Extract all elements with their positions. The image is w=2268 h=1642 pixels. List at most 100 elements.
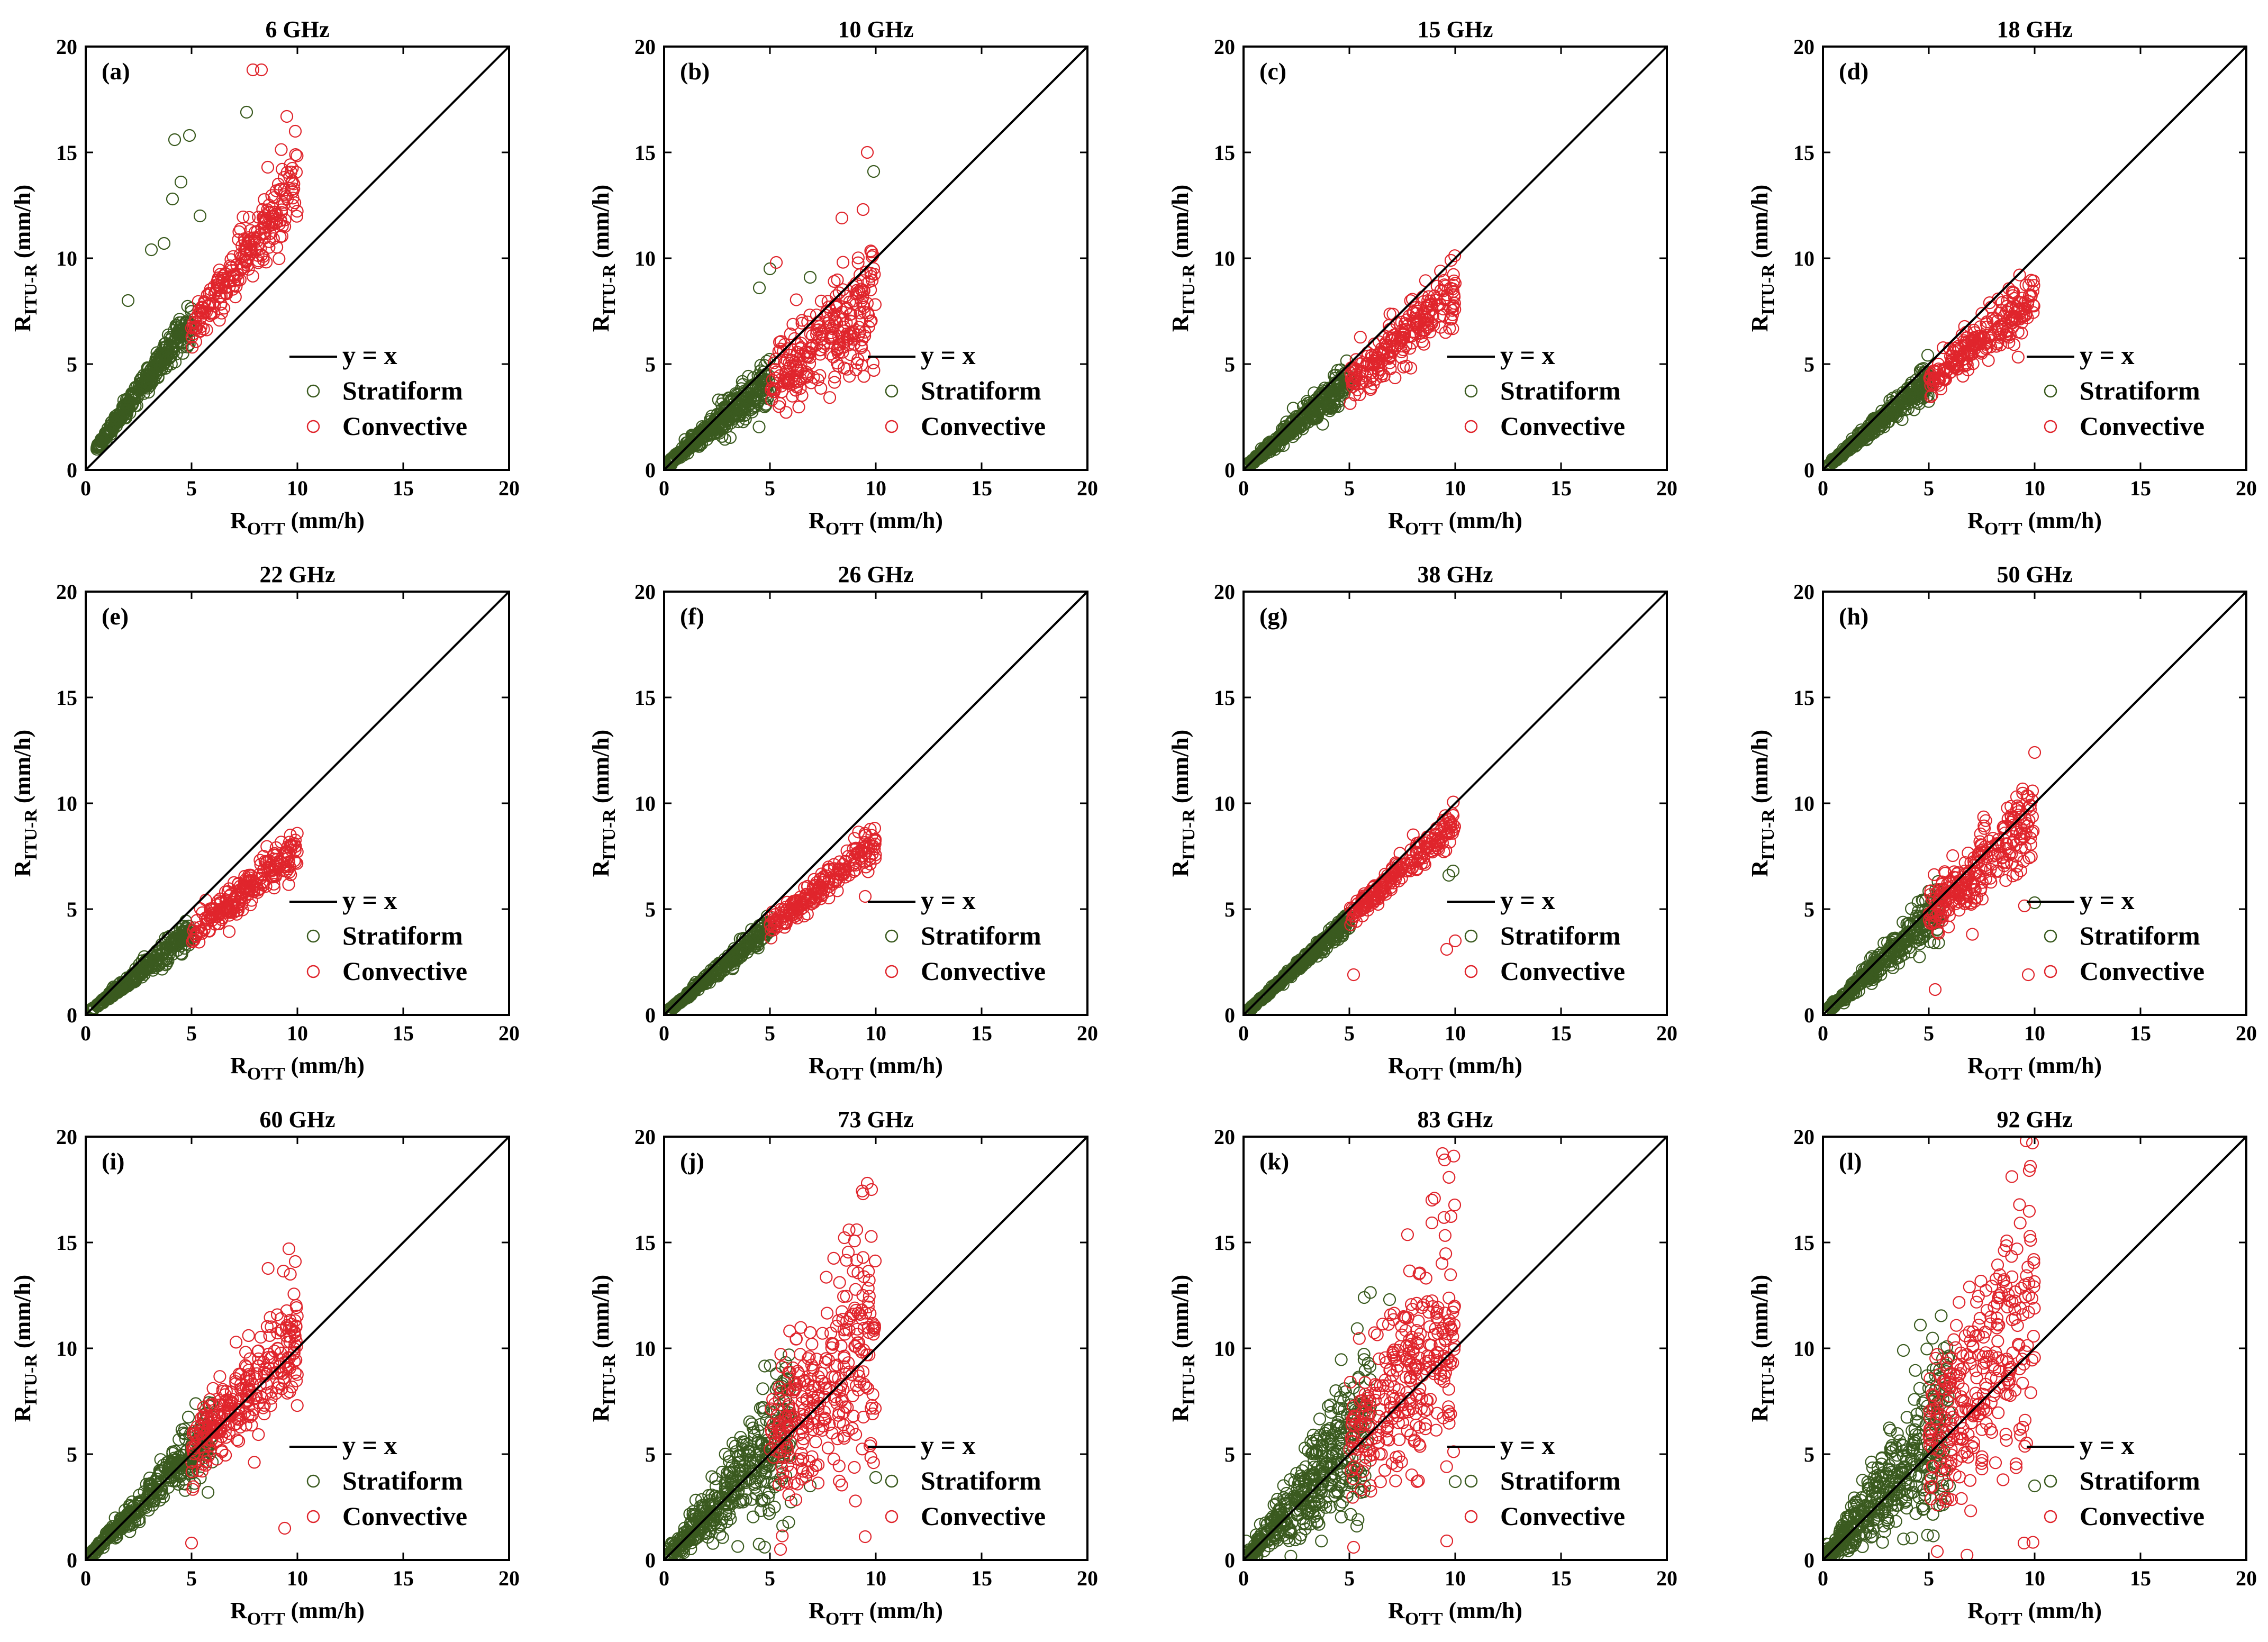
data-point bbox=[1932, 936, 1945, 949]
data-point bbox=[1932, 927, 1945, 940]
x-tick-label: 20 bbox=[1077, 1021, 1098, 1045]
x-tick-label: 20 bbox=[1077, 476, 1098, 500]
data-point bbox=[851, 251, 865, 265]
data-point bbox=[730, 403, 743, 416]
data-point bbox=[2013, 312, 2027, 326]
data-point bbox=[198, 295, 211, 308]
data-point bbox=[2003, 846, 2017, 859]
series-convective bbox=[186, 827, 304, 949]
data-point-outlier bbox=[769, 256, 783, 269]
data-point bbox=[828, 376, 841, 389]
data-point bbox=[1389, 371, 1402, 385]
x-tick-label: 20 bbox=[498, 1021, 520, 1045]
data-point bbox=[2014, 864, 2027, 877]
y-tick-label: 20 bbox=[634, 35, 656, 59]
data-point-outlier bbox=[858, 890, 872, 903]
data-point bbox=[2025, 288, 2038, 302]
data-point bbox=[215, 289, 228, 303]
data-point bbox=[814, 881, 827, 894]
data-point bbox=[1975, 876, 1989, 889]
data-point-outlier bbox=[867, 165, 881, 178]
x-tick-label: 15 bbox=[393, 1021, 414, 1045]
data-point bbox=[855, 341, 868, 355]
data-point bbox=[1842, 441, 1855, 455]
data-point bbox=[856, 299, 869, 312]
x-axis-label: ROTT (mm/h) bbox=[809, 507, 943, 539]
y-tick-label: 5 bbox=[67, 352, 77, 376]
data-point bbox=[664, 1004, 676, 1015]
data-point bbox=[868, 298, 882, 311]
legend-label-stratiform: Stratiform bbox=[2080, 376, 2200, 405]
data-point bbox=[161, 949, 175, 963]
data-point bbox=[265, 189, 278, 202]
data-point bbox=[784, 327, 797, 341]
series-convective bbox=[185, 63, 304, 354]
data-point bbox=[778, 915, 791, 929]
x-tick-label: 15 bbox=[971, 476, 992, 500]
data-point bbox=[1876, 413, 1890, 426]
legend-marker-convective bbox=[885, 420, 899, 433]
series-convective bbox=[765, 146, 882, 419]
data-point bbox=[1823, 1006, 1835, 1015]
y-tick-label: 5 bbox=[645, 897, 656, 921]
data-point bbox=[1953, 882, 1966, 895]
data-point bbox=[867, 364, 881, 377]
data-point bbox=[186, 340, 199, 354]
data-point bbox=[1377, 331, 1390, 344]
data-point bbox=[1981, 315, 1994, 329]
data-point bbox=[262, 220, 275, 233]
data-point bbox=[2006, 312, 2019, 325]
data-point bbox=[868, 834, 882, 848]
data-point bbox=[797, 349, 810, 362]
data-point bbox=[698, 969, 712, 983]
data-point bbox=[1925, 388, 1938, 402]
data-point bbox=[1418, 311, 1431, 324]
x-tick-label: 5 bbox=[765, 476, 775, 500]
data-point bbox=[1344, 367, 1357, 380]
data-point bbox=[211, 283, 224, 296]
data-point bbox=[1314, 403, 1327, 416]
data-point bbox=[1943, 891, 1956, 905]
data-point bbox=[1986, 314, 2000, 328]
data-point bbox=[845, 315, 858, 328]
data-point bbox=[175, 335, 189, 349]
data-point bbox=[847, 865, 860, 878]
data-point bbox=[671, 447, 684, 460]
data-point bbox=[770, 365, 783, 379]
data-point bbox=[1991, 292, 2005, 306]
data-point bbox=[1258, 990, 1271, 1004]
data-point bbox=[1950, 360, 1963, 374]
panel-tag: (g) bbox=[1259, 603, 1288, 630]
data-point bbox=[737, 946, 750, 959]
data-point-outlier bbox=[856, 203, 870, 216]
data-point bbox=[814, 294, 828, 308]
data-point bbox=[1395, 345, 1408, 359]
data-point bbox=[2010, 868, 2024, 881]
y-tick-label: 5 bbox=[1804, 352, 1815, 376]
plot-area bbox=[1244, 795, 1462, 1015]
data-point-outlier bbox=[255, 63, 268, 77]
data-point bbox=[1439, 326, 1452, 339]
data-point bbox=[228, 278, 241, 292]
data-point bbox=[148, 961, 161, 974]
data-point bbox=[1400, 359, 1413, 373]
data-point bbox=[87, 1001, 101, 1014]
data-point bbox=[122, 398, 135, 411]
data-point bbox=[1440, 827, 1454, 840]
data-point bbox=[1328, 931, 1341, 944]
data-point bbox=[810, 323, 823, 337]
data-point bbox=[1354, 331, 1367, 344]
data-point bbox=[237, 210, 250, 224]
data-point bbox=[258, 213, 271, 226]
data-point bbox=[255, 222, 268, 235]
legend-marker-convective bbox=[1464, 420, 1478, 433]
x-tick-label: 10 bbox=[1445, 476, 1466, 500]
data-point bbox=[282, 847, 295, 860]
data-point bbox=[863, 836, 876, 849]
data-point bbox=[804, 893, 818, 906]
x-tick-label: 0 bbox=[659, 476, 669, 500]
data-point bbox=[1924, 371, 1937, 385]
